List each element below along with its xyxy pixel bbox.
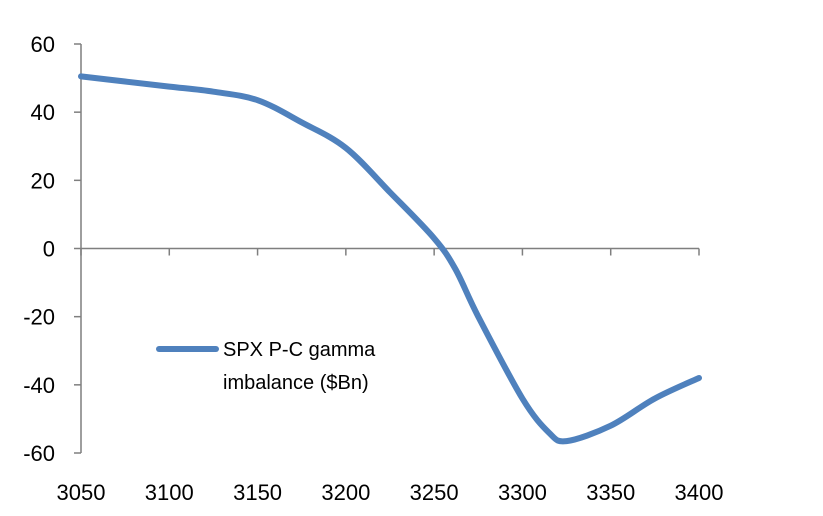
y-tick-label: -20 — [23, 305, 55, 330]
y-tick-label: 60 — [31, 32, 55, 57]
y-tick-label: 20 — [31, 168, 55, 193]
x-tick-label: 3300 — [498, 480, 547, 505]
y-tick-label: 40 — [31, 100, 55, 125]
x-tick-label: 3200 — [321, 480, 370, 505]
series-line — [78, 73, 702, 445]
y-tick-label: 0 — [43, 237, 55, 262]
legend-label-line-1: SPX P-C gamma — [223, 339, 376, 361]
series-layer — [78, 73, 702, 445]
x-tick-label: 3150 — [233, 480, 282, 505]
y-axis: 60 40 20 0 -20 -40 -60 — [23, 32, 82, 466]
y-tick-label: -60 — [23, 441, 55, 466]
x-tick-label: 3250 — [410, 480, 459, 505]
x-axis: 3050 3100 3150 3200 3250 3300 3350 3400 — [57, 247, 724, 505]
x-tick-label: 3350 — [586, 480, 635, 505]
x-tick-label: 3100 — [145, 480, 194, 505]
legend-label-line-2: imbalance ($Bn) — [223, 372, 369, 394]
legend: SPX P-C gamma imbalance ($Bn) — [156, 339, 376, 394]
y-tick-label: -40 — [23, 373, 55, 398]
x-tick-label: 3400 — [675, 480, 724, 505]
x-tick-label: 3050 — [57, 480, 106, 505]
